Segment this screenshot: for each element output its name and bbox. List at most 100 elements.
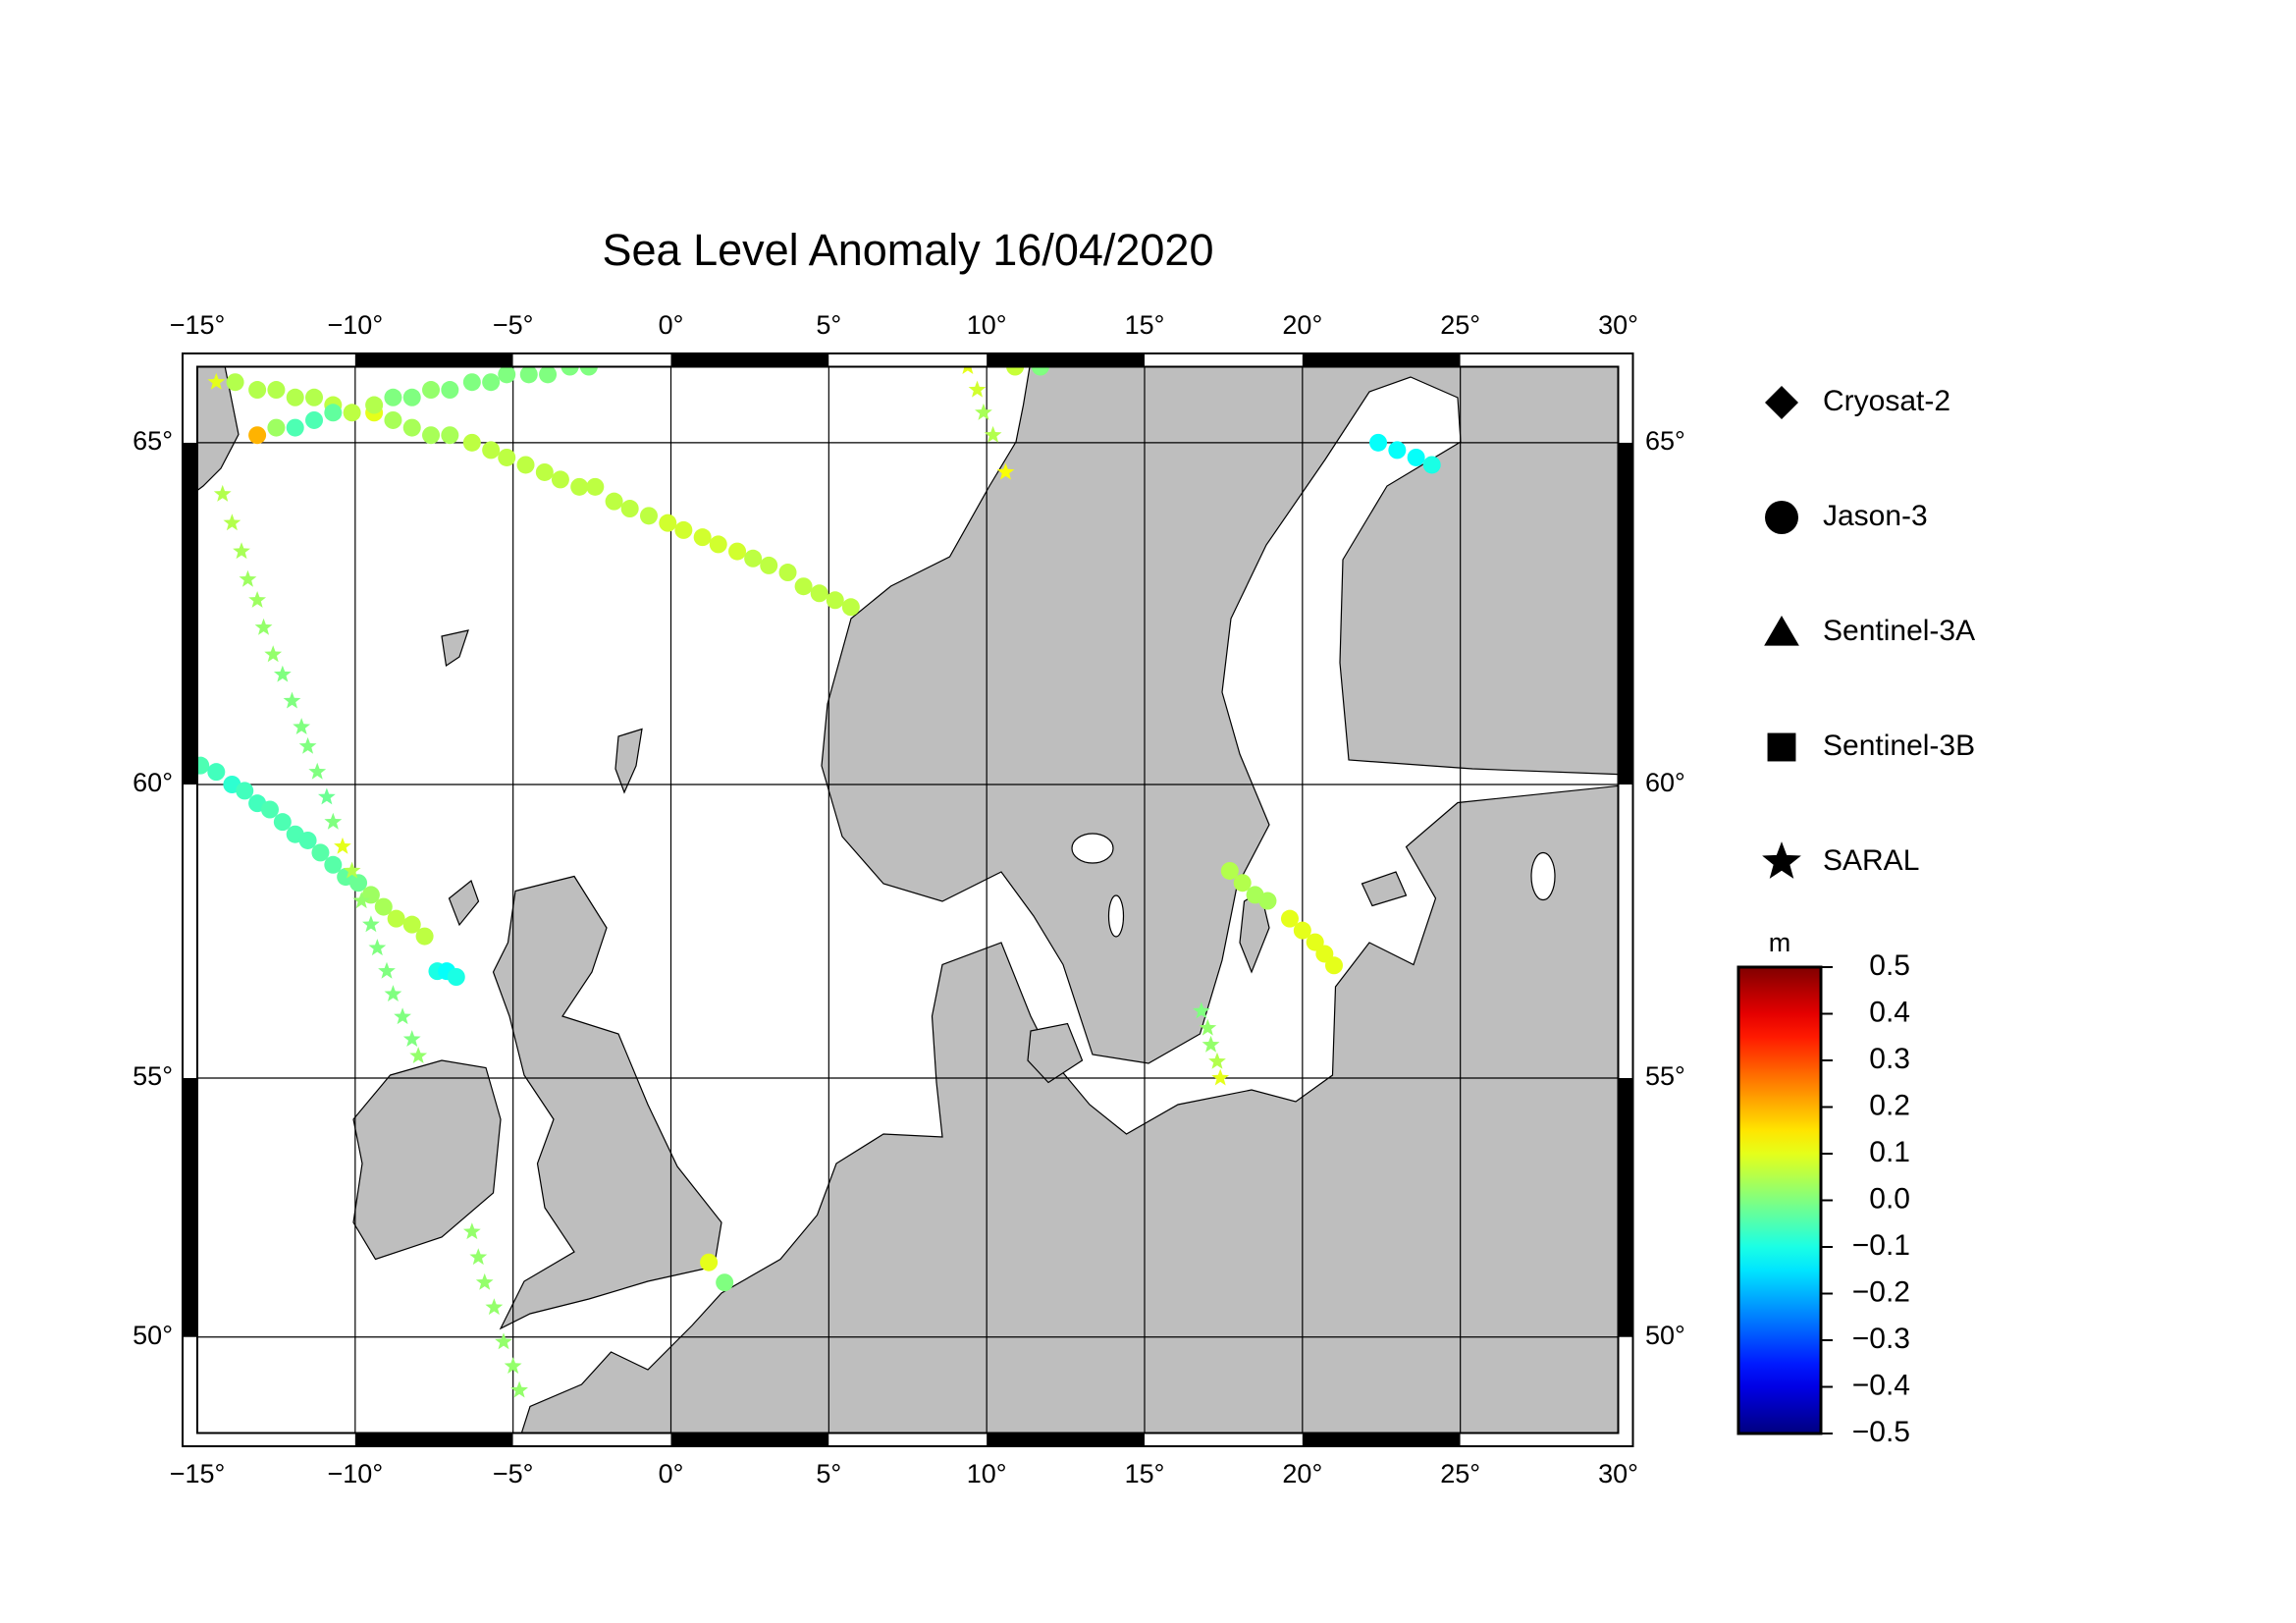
track-point [984,425,1002,443]
track-point [475,1272,494,1290]
track-point [324,812,343,830]
frame-bar [1460,353,1619,367]
land-island [441,629,469,668]
y-tick-label: 55° [1645,1061,1685,1091]
x-tick-label: 15° [1125,1459,1165,1488]
track-point [239,569,257,587]
track-point [308,762,327,780]
track-point [482,441,501,460]
track-point [841,598,860,617]
track-point [744,549,763,568]
track-point [498,448,516,466]
track-point [365,396,384,414]
land-ireland [352,1059,502,1261]
track-point [298,736,317,754]
x-tick-label: 0° [659,310,684,340]
frame-bar [1618,784,1633,1078]
frame-bar [987,1433,1145,1446]
frame-bar [183,1077,197,1337]
track-point [447,967,465,986]
x-tick-label: −5° [493,310,534,340]
track-point [462,373,481,392]
axis-labels: −15° −15° −10° −10° −5° −5° 0° 0° 5° 5° 10° 10° 15° 1… [133,310,1685,1488]
track-point [561,366,579,376]
legend-symbol [1767,732,1796,762]
track-point [551,470,569,489]
track-point [374,897,393,916]
legend-label: Sentinel-3A [1823,615,1975,647]
track-point [1031,366,1049,376]
frame-bar [183,1336,197,1434]
track-point [586,477,605,496]
x-tick-label: −15° [170,310,226,340]
colorbar-tick-label: 0.5 [1869,949,1910,982]
track-point [579,366,598,376]
colorbar-tick-label: −0.4 [1852,1369,1910,1401]
track-point [498,366,516,384]
track-point [233,542,250,560]
colorbar-tick-label: 0.1 [1869,1136,1910,1168]
x-tick-label: −5° [493,1459,534,1488]
track-point [1258,892,1277,910]
track-point [1193,1001,1210,1019]
lake [1107,894,1125,938]
map-frame [182,352,1634,1447]
colorbar-tick-label: 0.3 [1869,1043,1910,1075]
track-point [409,1047,428,1064]
frame-inner [196,365,1620,1434]
track-point [1208,1052,1226,1069]
x-tick-label: 0° [659,1459,684,1488]
track-point [794,577,813,596]
track-point [394,1007,411,1025]
track-point [298,831,317,849]
legend-label: Jason-3 [1823,500,1928,532]
track-point [236,782,254,800]
y-tick-label: 65° [133,426,173,456]
frame-bar [828,353,988,367]
track-point [716,1273,734,1292]
track-point [317,787,336,805]
track-point [207,372,226,390]
frame-bar [1618,1077,1633,1337]
track-point [462,433,481,452]
track-point [975,403,992,420]
legend-label: Cryosat-2 [1823,385,1950,417]
track-point [441,381,459,400]
x-tick-label: 10° [967,1459,1007,1488]
track-point [402,1030,421,1048]
frame-bar [354,353,513,367]
track-point [248,381,267,400]
colorbar-tick-label: −0.1 [1852,1229,1910,1262]
frame-bar [197,353,355,367]
track-point [378,961,396,979]
x-tick-label: 15° [1125,310,1165,340]
x-tick-label: 20° [1282,1459,1322,1488]
frame-bar [1460,1433,1619,1446]
land [197,366,1619,1434]
track-point [349,874,368,893]
map-title: Sea Level Anomaly 16/04/2020 [603,225,1214,275]
legend-symbol [1764,616,1799,646]
frame-bar [670,353,829,367]
track-point [1325,956,1343,975]
track-point [387,909,405,928]
x-tick-label: 5° [816,1459,841,1488]
track-point [441,426,459,445]
track-point [305,388,324,406]
track-point [324,855,343,874]
land-scandinavia [821,366,1619,1064]
frame-bar [1302,353,1461,367]
track-point [539,366,558,384]
track-point [260,800,279,819]
land-iceland [197,366,240,492]
track-point [693,528,712,547]
legend-symbol [1762,841,1801,879]
track-point [485,1298,504,1316]
track-point [570,477,589,496]
track-point [778,564,797,582]
y-tick-label: 50° [133,1321,173,1350]
track-point [728,542,747,561]
frame-bar [197,1433,355,1446]
track-point [535,462,554,481]
